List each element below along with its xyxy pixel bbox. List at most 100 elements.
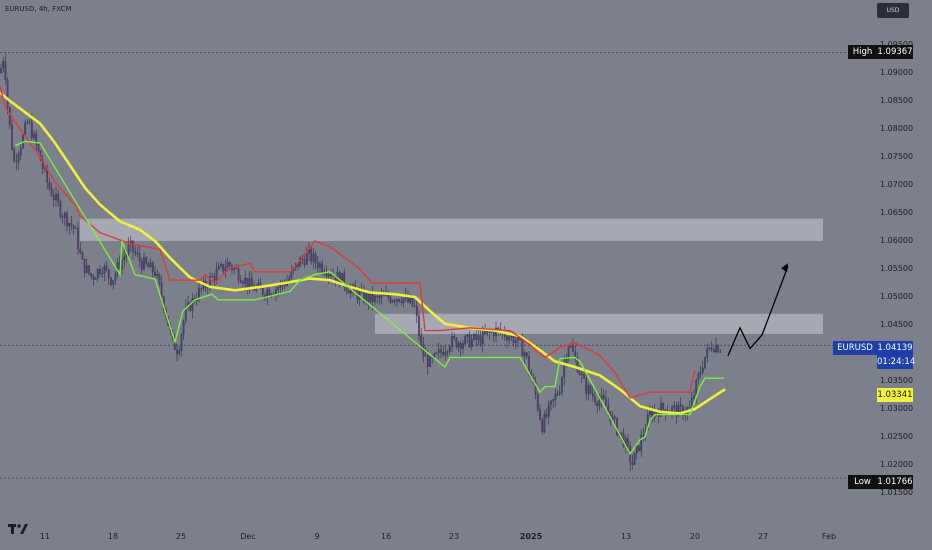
candle-body: [459, 343, 462, 349]
candle-body: [261, 288, 264, 295]
candle-body: [475, 334, 478, 340]
low-tag-label: Low: [848, 475, 877, 489]
price-axis-label: 1.04500: [880, 320, 914, 329]
candle-body: [17, 154, 20, 163]
candle-body: [90, 273, 93, 277]
candle-body: [453, 336, 456, 339]
currency-button[interactable]: USD: [877, 3, 909, 18]
candle-body: [0, 68, 2, 74]
candle-body: [158, 274, 161, 284]
candle-body: [70, 223, 73, 226]
candle-body: [613, 416, 616, 419]
candle-body: [642, 435, 645, 436]
time-axis-label: 16: [380, 532, 392, 541]
candle-body: [572, 346, 574, 352]
time-axis-label: 25: [175, 532, 187, 541]
candle-body: [325, 273, 328, 277]
candle-body: [470, 339, 473, 348]
candle-body: [451, 336, 453, 348]
candle-body: [435, 352, 438, 354]
candle-body: [180, 334, 183, 351]
candle-body: [512, 335, 515, 343]
candle-body: [550, 400, 552, 405]
candle-body: [583, 374, 585, 379]
candle-body: [649, 411, 651, 415]
candle-body: [24, 122, 27, 135]
candle-body: [602, 395, 605, 399]
candle-body: [536, 394, 539, 410]
candle-body: [717, 345, 720, 353]
candle-body: [706, 348, 709, 358]
candle-body: [640, 435, 643, 452]
candle-body: [114, 273, 117, 281]
candle-body: [539, 409, 541, 420]
candle-body: [701, 367, 704, 373]
candle-body: [242, 282, 244, 284]
candle-body: [411, 298, 414, 307]
candle-body: [545, 414, 548, 417]
candle-body: [13, 149, 16, 162]
candle-body: [596, 402, 599, 406]
time-axis-label: 27: [757, 532, 769, 541]
candle-body: [66, 213, 68, 227]
candle-body: [85, 265, 88, 273]
candle-body: [200, 288, 203, 290]
candle-body: [506, 336, 508, 341]
time-axis-label: Dec: [240, 532, 256, 541]
projection-arrow: [727, 265, 789, 357]
upper-resistance-zone: [80, 218, 823, 241]
candle-body: [50, 188, 53, 196]
price-axis-label: 1.03500: [880, 376, 914, 385]
candle-body: [303, 259, 306, 265]
candle-body: [488, 331, 491, 333]
candle-body: [587, 385, 590, 394]
candle-body: [2, 60, 5, 69]
candle-body: [521, 339, 524, 357]
tradingview-logo-icon: [8, 524, 28, 534]
candle-body: [525, 352, 528, 357]
arrow-head-icon: [781, 263, 788, 273]
candle-body: [400, 301, 403, 303]
low-tag-value: 1.01766: [877, 475, 913, 489]
candle-body: [673, 405, 676, 408]
candle-body: [81, 252, 84, 260]
candle-body: [389, 297, 392, 303]
time-axis-label: Feb: [821, 532, 837, 541]
candle-body: [101, 273, 104, 275]
candle-body: [37, 144, 40, 151]
candle-body: [35, 133, 38, 145]
candle-body: [4, 60, 7, 80]
candle-body: [314, 253, 317, 263]
candle-body: [327, 274, 330, 277]
candle-body: [418, 315, 420, 336]
time-axis-label: 2025: [519, 532, 543, 541]
price-axis-label: 1.08000: [880, 124, 914, 133]
candle-body: [398, 299, 401, 302]
candle-body: [391, 300, 394, 303]
candle-body: [217, 266, 220, 270]
candle-body: [48, 182, 51, 189]
candle-body: [151, 262, 154, 273]
candle-body: [534, 382, 537, 395]
candle-body: [558, 392, 561, 395]
price-axis-label: 1.08500: [880, 96, 914, 105]
candle-body: [712, 349, 715, 353]
candle-body: [63, 213, 66, 218]
candle-body: [468, 334, 471, 348]
candle-body: [715, 345, 717, 353]
candle-body: [679, 404, 682, 407]
candle-body: [413, 305, 416, 307]
candle-body: [710, 347, 713, 350]
candle-body: [693, 395, 695, 399]
price-axis-label: 1.03000: [880, 404, 914, 413]
price-axis-label: 1.02000: [880, 460, 914, 469]
candle-body: [15, 161, 18, 163]
candle-body: [123, 256, 126, 261]
candle-body: [30, 121, 33, 139]
current-tag-label: EURUSD: [833, 341, 877, 355]
candle-body: [299, 258, 302, 267]
candle-body: [198, 288, 200, 300]
candle-body: [154, 271, 156, 276]
candle-body: [250, 278, 253, 286]
